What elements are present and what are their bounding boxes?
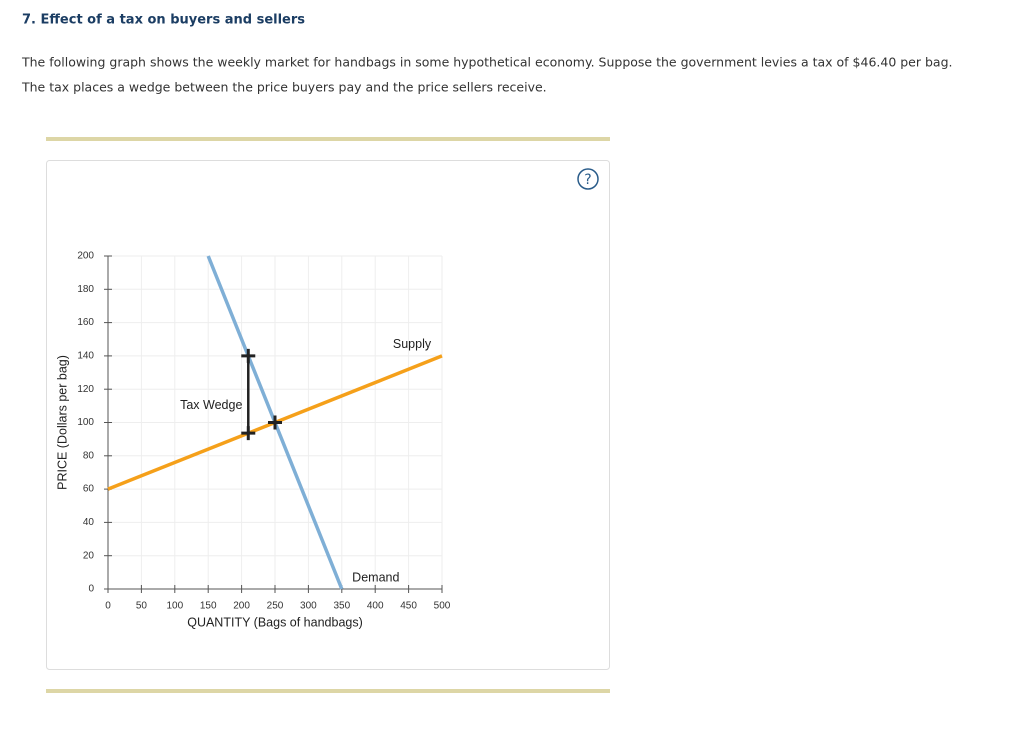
y-tick-label: 20 <box>83 550 95 561</box>
wedge-point <box>241 426 256 441</box>
x-tick-label: 250 <box>267 601 284 612</box>
x-tick-label: 500 <box>434 601 451 612</box>
x-tick-label: 200 <box>233 601 250 612</box>
y-tick-label: 180 <box>77 284 94 295</box>
question-text: The tax places a wedge between the price… <box>21 80 547 95</box>
wedge-point <box>241 348 256 363</box>
wedge-label: Tax Wedge <box>180 398 242 412</box>
x-tick-label: 300 <box>300 601 317 612</box>
y-axis-label: PRICE (Dollars per bag) <box>55 355 69 490</box>
x-tick-label: 400 <box>367 601 384 612</box>
x-tick-label: 350 <box>333 601 350 612</box>
y-tick-label: 120 <box>77 384 94 395</box>
x-tick-label: 0 <box>105 601 111 612</box>
y-tick-label: 140 <box>77 351 94 362</box>
y-tick-label: 200 <box>77 251 94 262</box>
y-tick-label: 80 <box>83 450 95 461</box>
question-text: The following graph shows the weekly mar… <box>21 55 953 70</box>
x-tick-label: 50 <box>136 601 148 612</box>
x-tick-label: 450 <box>400 601 417 612</box>
divider <box>46 137 610 141</box>
divider <box>46 689 610 693</box>
graph-frame <box>46 160 610 670</box>
equilibrium-point <box>268 415 282 430</box>
help-icon[interactable]: ? <box>584 172 591 188</box>
series-label: Supply <box>393 337 432 351</box>
plot: 0 50 100 150 200 250 300 350 400 450 500 0 20 40 60 80 1… <box>55 251 450 630</box>
question-title: 7. Effect of a tax on buyers and sellers <box>22 13 305 28</box>
x-tick-label: 150 <box>200 601 217 612</box>
help-button[interactable] <box>577 168 599 190</box>
y-tick-label: 0 <box>88 584 94 595</box>
y-tick-label: 40 <box>83 517 95 528</box>
series-label: Demand <box>352 570 399 584</box>
x-tick-label: 100 <box>166 601 183 612</box>
y-tick-label: 60 <box>83 484 95 495</box>
y-tick-label: 100 <box>77 417 94 428</box>
y-tick-label: 160 <box>77 317 94 328</box>
x-axis-label: QUANTITY (Bags of handbags) <box>187 615 363 629</box>
